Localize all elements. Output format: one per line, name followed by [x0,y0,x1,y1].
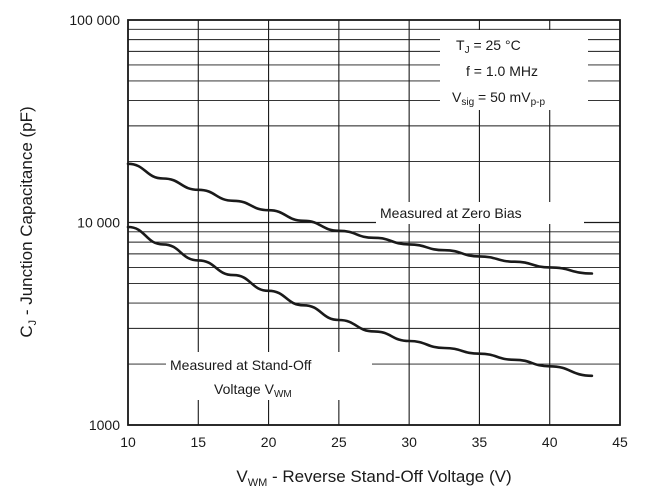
y-tick-label: 100 000 [69,12,120,28]
series-label-stand-off-line1: Measured at Stand-Off [170,357,311,373]
series-line-stand-off [126,225,594,378]
series-line-zero-bias [126,162,594,275]
x-tick-label: 40 [542,434,558,450]
x-axis-title: VWM - Reverse Stand-Off Voltage (V) [236,467,511,489]
conditions-box: TJ = 25 °C f = 1.0 MHz Vsig = 50 mVp-p [440,30,588,110]
x-tick-label: 10 [120,434,136,450]
condition-frequency: f = 1.0 MHz [466,63,538,79]
series-label-stand-off-line2: Voltage VWM [214,381,292,400]
x-tick-label: 25 [331,434,347,450]
label-zero-bias: Measured at Zero Bias [376,202,584,224]
x-tick-label: 35 [472,434,488,450]
y-tick-label: 10 000 [77,215,120,231]
y-axis-title: CJ - Junction Capacitance (pF) [17,106,39,337]
condition-temperature: TJ = 25 °C [456,37,521,56]
x-tick-label: 30 [401,434,417,450]
condition-signal-voltage: Vsig = 50 mVp-p [452,89,545,108]
label-stand-off: Measured at Stand-Off Voltage VWM [166,352,372,400]
x-tick-label: 15 [190,434,206,450]
x-tick-labels: 10 15 20 25 30 35 40 45 [120,434,628,450]
series-lines [126,162,594,378]
y-tick-label: 1000 [89,417,120,433]
y-tick-labels: 1000 10 000 100 000 [69,12,120,433]
series-label-zero-bias: Measured at Zero Bias [380,205,522,221]
x-tick-label: 45 [612,434,628,450]
x-tick-label: 20 [261,434,277,450]
plot-frame [127,19,621,426]
